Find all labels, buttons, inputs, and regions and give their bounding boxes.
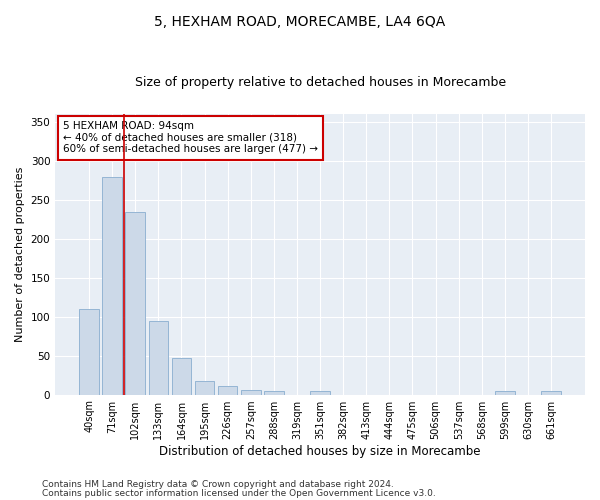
- Bar: [541, 392, 561, 394]
- Bar: [149, 320, 168, 394]
- Bar: [103, 176, 122, 394]
- Title: Size of property relative to detached houses in Morecambe: Size of property relative to detached ho…: [134, 76, 506, 90]
- Text: Contains HM Land Registry data © Crown copyright and database right 2024.: Contains HM Land Registry data © Crown c…: [42, 480, 394, 489]
- Text: 5 HEXHAM ROAD: 94sqm
← 40% of detached houses are smaller (318)
60% of semi-deta: 5 HEXHAM ROAD: 94sqm ← 40% of detached h…: [63, 122, 318, 154]
- Bar: [310, 392, 330, 394]
- X-axis label: Distribution of detached houses by size in Morecambe: Distribution of detached houses by size …: [160, 444, 481, 458]
- Y-axis label: Number of detached properties: Number of detached properties: [15, 166, 25, 342]
- Bar: [125, 212, 145, 394]
- Bar: [241, 390, 260, 394]
- Bar: [264, 390, 284, 394]
- Bar: [195, 380, 214, 394]
- Bar: [172, 358, 191, 395]
- Bar: [495, 392, 515, 394]
- Bar: [79, 309, 99, 394]
- Text: Contains public sector information licensed under the Open Government Licence v3: Contains public sector information licen…: [42, 488, 436, 498]
- Bar: [218, 386, 238, 394]
- Text: 5, HEXHAM ROAD, MORECAMBE, LA4 6QA: 5, HEXHAM ROAD, MORECAMBE, LA4 6QA: [154, 15, 446, 29]
